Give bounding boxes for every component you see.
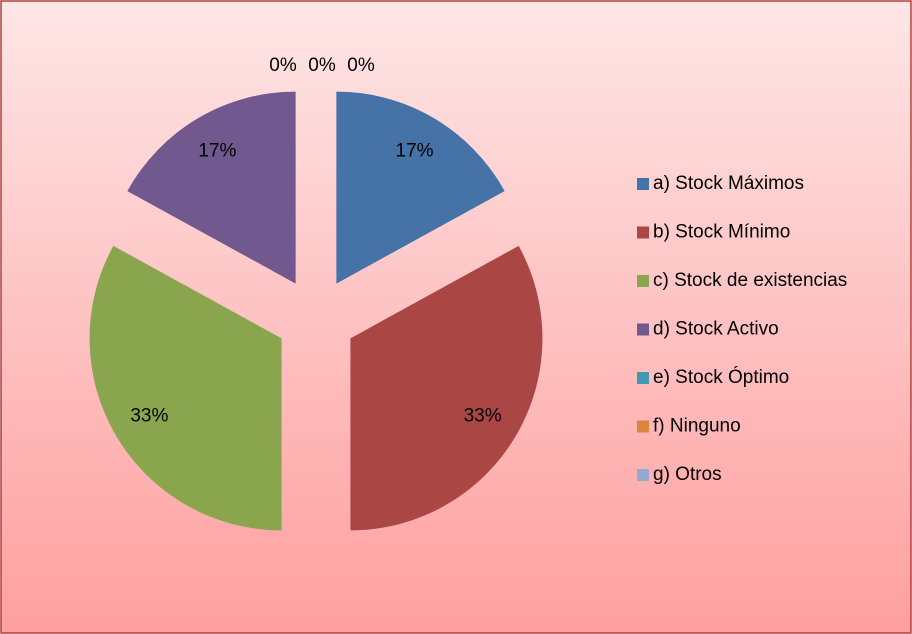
data-label: 17% <box>198 140 236 161</box>
legend-swatch <box>637 275 649 287</box>
pie-slice <box>127 91 296 284</box>
legend-label: c) Stock de existencias <box>653 270 847 291</box>
pie-slice <box>89 245 282 531</box>
legend-swatch <box>637 226 649 239</box>
legend-swatch <box>637 323 649 336</box>
pie-slice <box>350 245 543 531</box>
data-label: 33% <box>130 406 168 427</box>
data-label: 0% <box>347 55 375 76</box>
data-label: 0% <box>269 55 297 76</box>
legend-label: a) Stock Máximos <box>653 173 804 194</box>
data-label: 17% <box>396 140 434 161</box>
legend-label: g) Otros <box>653 464 722 485</box>
legend-label: f) Ninguno <box>653 416 741 437</box>
legend-label: d) Stock Activo <box>653 319 779 340</box>
data-label: 0% <box>308 55 336 76</box>
pie-slice <box>336 91 505 284</box>
legend-swatch <box>637 420 649 433</box>
legend-swatch <box>637 372 649 384</box>
data-label: 33% <box>464 406 502 427</box>
legend-label: b) Stock Mínimo <box>653 222 790 243</box>
legend-swatch <box>637 469 649 481</box>
legend-label: e) Stock Óptimo <box>653 366 789 388</box>
legend-swatch <box>637 178 649 190</box>
